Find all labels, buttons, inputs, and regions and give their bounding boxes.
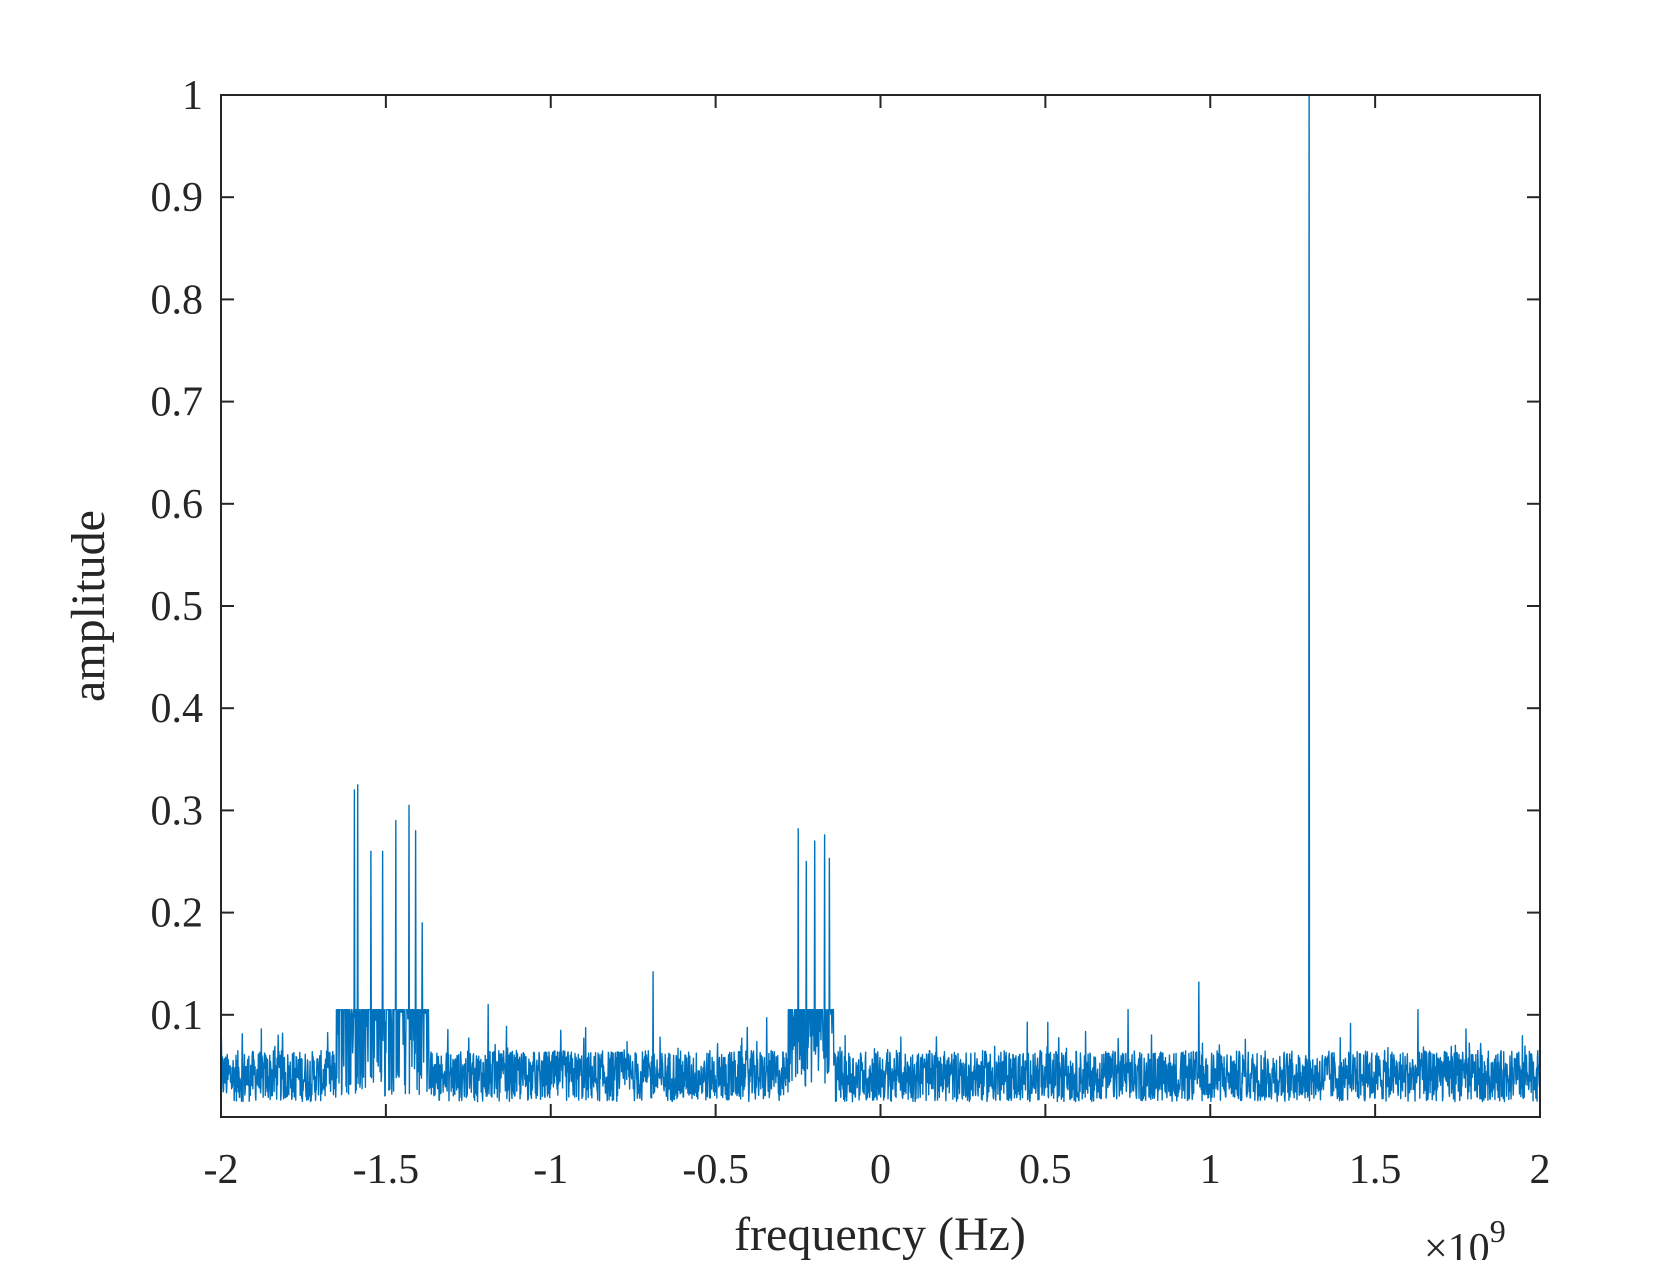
x-axis-exponent-base: ×10 <box>1424 1226 1490 1260</box>
y-tick-label: 0.7 <box>151 380 204 426</box>
y-tick-label: 0.2 <box>151 891 204 937</box>
series-line-amplitude <box>220 94 1541 1103</box>
y-tick-label: 0.9 <box>151 175 204 221</box>
y-tick-label: 0.6 <box>151 482 204 528</box>
x-axis-exponent-label: ×109 <box>1424 1213 1506 1260</box>
x-tick-label: -1 <box>533 1147 568 1193</box>
x-tick-label: 1.5 <box>1349 1147 1402 1193</box>
x-axis-exponent-power: 9 <box>1490 1213 1506 1249</box>
x-tick-label: 2 <box>1530 1147 1551 1193</box>
y-tick-label: 0.1 <box>151 993 204 1039</box>
plot-area <box>220 94 1541 1117</box>
y-tick-label: 0.8 <box>151 277 204 323</box>
y-tick-labels: 0.1 0.2 0.3 0.4 0.5 0.6 0.7 0.8 0.9 1 <box>151 73 204 1039</box>
x-tick-label: -2 <box>204 1147 239 1193</box>
x-axis-label: frequency (Hz) <box>734 1208 1026 1260</box>
y-tick-label: 0.4 <box>151 686 204 732</box>
x-tick-label: -0.5 <box>682 1147 749 1193</box>
y-tick-label: 1 <box>182 73 203 119</box>
x-tick-label: 0.5 <box>1019 1147 1072 1193</box>
x-tick-labels: -2 -1.5 -1 -0.5 0 0.5 1 1.5 2 <box>204 1147 1551 1193</box>
y-axis-label: amplitude <box>62 510 115 702</box>
x-tick-label: 1 <box>1200 1147 1221 1193</box>
tick-marks <box>220 94 1541 1117</box>
plot-background <box>221 95 1540 1117</box>
x-tick-label: 0 <box>870 1147 891 1193</box>
x-tick-label: -1.5 <box>353 1147 420 1193</box>
y-tick-label: 0.3 <box>151 788 204 834</box>
y-tick-label: 0.5 <box>151 584 204 630</box>
